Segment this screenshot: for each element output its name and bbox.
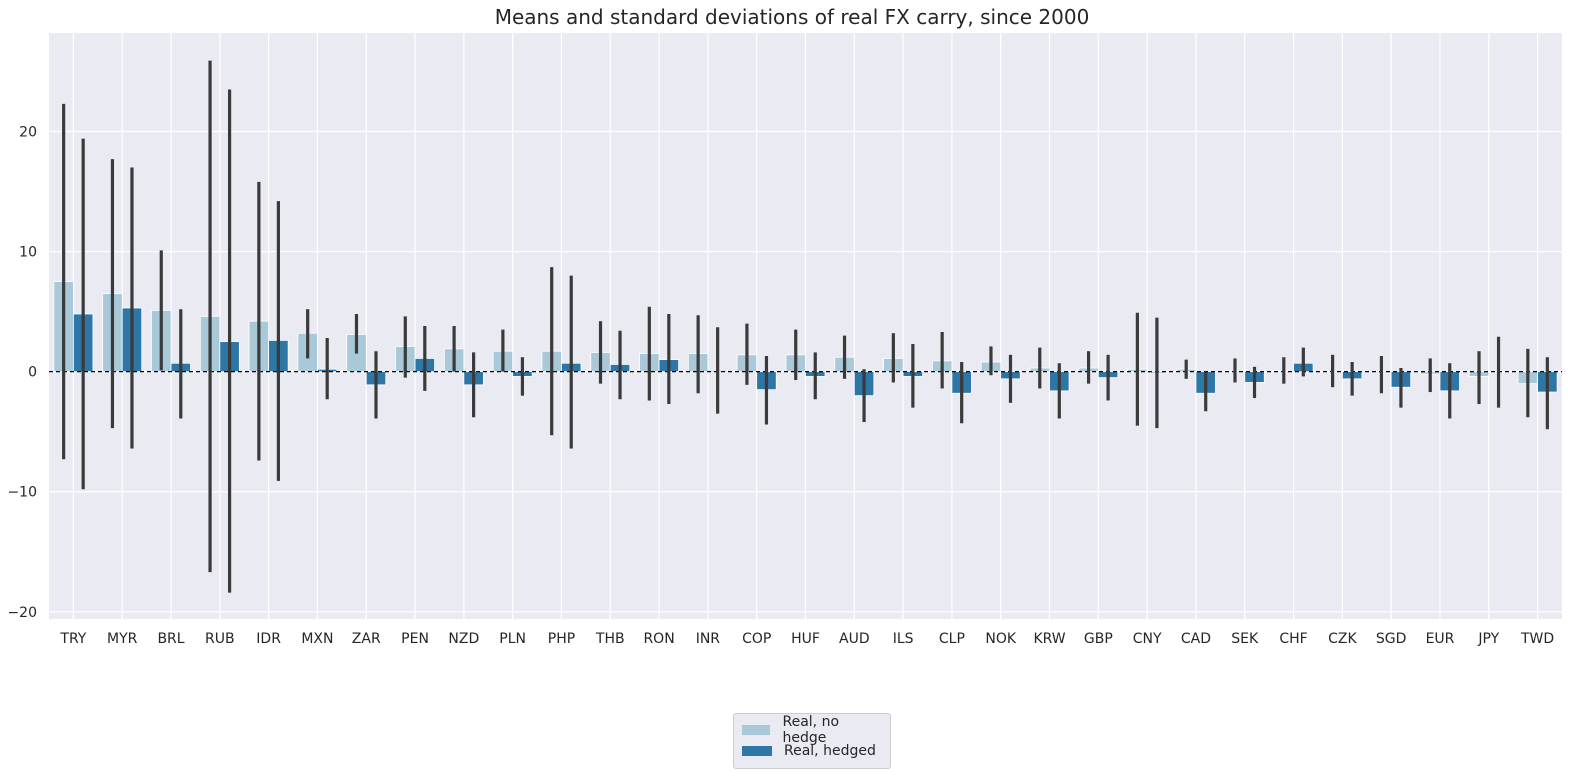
x-tick-label: ZAR [352, 631, 381, 647]
chart-title: Means and standard deviations of real FX… [494, 5, 1090, 29]
x-tick-label: INR [696, 631, 721, 647]
x-tick-label: CLP [939, 631, 965, 647]
error-bars [62, 60, 1549, 593]
x-tick-label: BRL [157, 631, 184, 647]
y-tick-label: −10 [7, 485, 37, 501]
y-tick-label: 20 [19, 124, 37, 140]
x-tick-label: IDR [256, 631, 281, 647]
legend-item-hedged: Real, hedged [742, 740, 882, 761]
x-tick-label: RUB [205, 631, 235, 647]
legend: Real, no hedge Real, hedged [733, 713, 891, 769]
x-tick-label: PEN [401, 631, 429, 647]
y-tick-label: −20 [7, 605, 37, 621]
x-tick-label: SEK [1231, 631, 1259, 647]
x-tick-label: CHF [1279, 631, 1307, 647]
x-tick-label: CZK [1328, 631, 1357, 647]
x-tick-label: PLN [499, 631, 526, 647]
x-tick-label: EUR [1426, 631, 1455, 647]
x-tick-label: JPY [1477, 631, 1499, 647]
x-tick-label: SGD [1376, 631, 1407, 647]
x-tick-label: CAD [1181, 631, 1211, 647]
x-tick-label: ILS [893, 631, 914, 647]
x-tick-label: NOK [985, 631, 1016, 647]
x-tick-label: AUD [839, 631, 870, 647]
grid [49, 33, 1562, 619]
x-tick-label: GBP [1084, 631, 1113, 647]
legend-label-no-hedge: Real, no hedge [782, 713, 840, 746]
x-tick-label: KRW [1033, 631, 1065, 647]
x-tick-label: PHP [548, 631, 575, 647]
legend-label-hedged: Real, hedged [784, 742, 876, 759]
x-tick-label: TRY [59, 631, 86, 647]
y-tick-label: 0 [28, 365, 37, 381]
x-tick-label: THB [595, 631, 625, 647]
x-tick-label: NZD [448, 631, 479, 647]
y-axis-ticks: −20 −10 0 10 20 [7, 124, 37, 620]
x-axis-ticks: TRY MYR BRL RUB IDR MXN ZAR PEN NZD PLN PHP THB RON I… [59, 631, 1554, 647]
x-tick-label: MYR [107, 631, 138, 647]
x-tick-label: COP [742, 631, 771, 647]
legend-swatch-hedged [742, 745, 772, 756]
x-tick-label: CNY [1133, 631, 1162, 647]
x-tick-label: MXN [301, 631, 333, 647]
x-tick-label: HUF [791, 631, 820, 647]
legend-swatch-no-hedge [742, 724, 771, 735]
x-tick-label: RON [643, 631, 674, 647]
y-tick-label: 10 [19, 245, 37, 261]
x-tick-label: TWD [1520, 631, 1554, 647]
legend-item-no-hedge: Real, no hedge [742, 714, 882, 746]
